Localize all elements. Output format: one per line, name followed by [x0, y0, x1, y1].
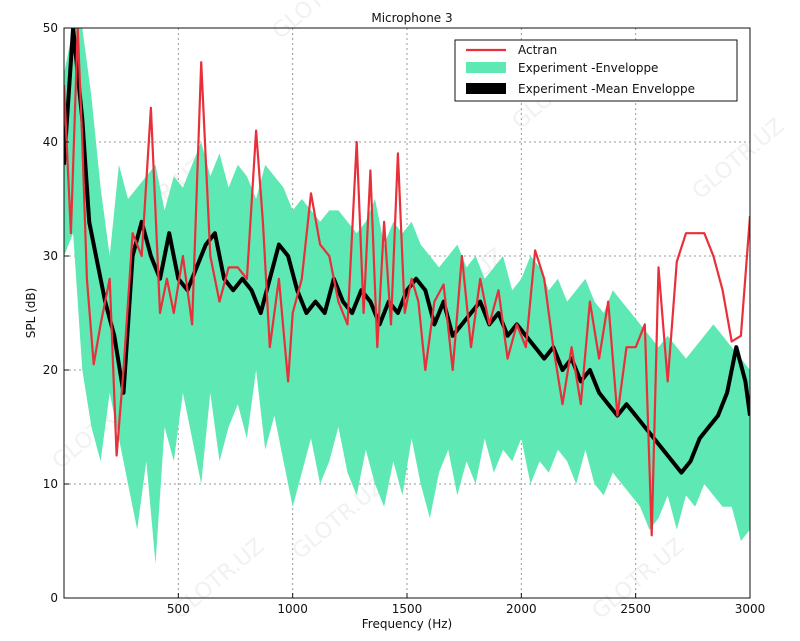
- legend-label-envelope: Experiment -Enveloppe: [518, 61, 658, 75]
- y-tick-label: 10: [43, 477, 58, 491]
- y-tick-label: 50: [43, 21, 58, 35]
- watermark-text: GLOTR.UZ: [288, 474, 390, 565]
- x-tick-label: 2500: [620, 602, 651, 616]
- x-tick-label: 3000: [735, 602, 766, 616]
- y-tick-label: 40: [43, 135, 58, 149]
- watermark-text: GLOTR.UZ: [688, 114, 790, 205]
- ticks: 500 1000 1500 2000 2500 3000 0 10 20 30 40 50: [43, 21, 766, 616]
- y-tick-label: 30: [43, 249, 58, 263]
- legend-swatch-envelope: [466, 62, 506, 73]
- x-tick-label: 1500: [392, 602, 423, 616]
- legend-label-mean-envelope: Experiment -Mean Enveloppe: [518, 82, 695, 96]
- x-tick-label: 1000: [277, 602, 308, 616]
- experiment-mean-envelope-line: [64, 28, 750, 475]
- y-tick-label: 0: [50, 591, 58, 605]
- x-axis-label: Frequency (Hz): [362, 617, 453, 631]
- y-axis-label: SPL (dB): [24, 288, 38, 339]
- x-tick-label: 2000: [506, 602, 537, 616]
- chart-title: Microphone 3: [371, 11, 452, 25]
- legend: Actran Experiment -Enveloppe Experiment …: [454, 39, 738, 102]
- x-tick-label: 500: [167, 602, 190, 616]
- watermark-text: GLOTR.UZ: [268, 0, 370, 45]
- legend-label-actran: Actran: [518, 43, 557, 57]
- actran-line: [64, 28, 750, 537]
- legend-swatch-mean-envelope: [466, 83, 506, 94]
- series-layer: [64, 28, 750, 564]
- y-tick-label: 20: [43, 363, 58, 377]
- experiment-envelope-band: [64, 28, 750, 564]
